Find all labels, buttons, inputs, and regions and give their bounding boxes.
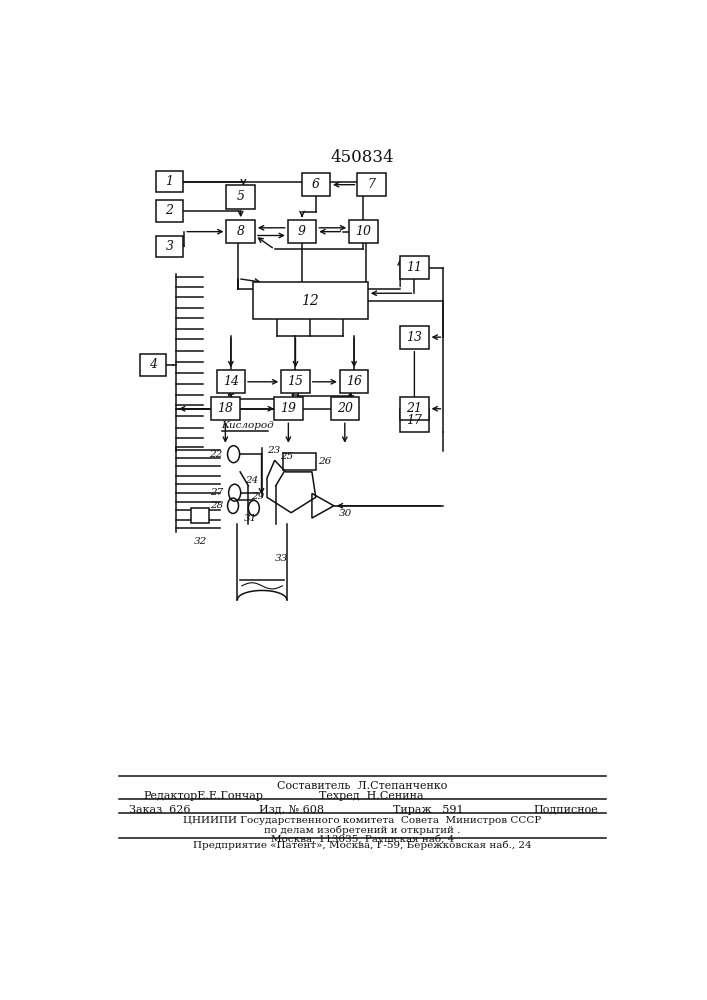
Bar: [216, 370, 245, 393]
Text: 33: 33: [275, 554, 288, 563]
Text: 14: 14: [223, 375, 239, 388]
Text: 9: 9: [298, 225, 306, 238]
Text: 1: 1: [165, 175, 173, 188]
Bar: [156, 235, 182, 257]
Text: Кислород: Кислород: [221, 421, 274, 430]
Text: 6: 6: [312, 178, 320, 191]
Bar: [340, 370, 368, 393]
Bar: [156, 200, 182, 222]
Text: 10: 10: [356, 225, 371, 238]
Bar: [281, 370, 310, 393]
Bar: [288, 220, 316, 243]
Text: 16: 16: [346, 375, 362, 388]
Text: 20: 20: [337, 402, 353, 415]
Text: 30: 30: [339, 509, 353, 518]
Bar: [301, 173, 330, 196]
Bar: [400, 409, 428, 432]
Text: РедакторЕ.Е.Гончар: РедакторЕ.Е.Гончар: [144, 791, 263, 801]
Text: 11: 11: [407, 261, 422, 274]
Text: 24: 24: [245, 476, 258, 485]
Bar: [358, 173, 386, 196]
Bar: [400, 397, 428, 420]
Text: 8: 8: [237, 225, 245, 238]
Text: Тираж   591: Тираж 591: [393, 805, 463, 815]
Bar: [192, 508, 209, 523]
Text: 19: 19: [281, 402, 296, 415]
Bar: [349, 220, 378, 243]
Bar: [156, 171, 182, 192]
Text: 22: 22: [209, 450, 223, 459]
Text: 2: 2: [165, 204, 173, 217]
Text: по делам изобретений и открытий .: по делам изобретений и открытий .: [264, 825, 460, 835]
Bar: [226, 220, 255, 243]
Text: 7: 7: [368, 178, 375, 191]
Text: Подписное: Подписное: [533, 805, 598, 815]
Text: Техред  Н.Сенина: Техред Н.Сенина: [319, 791, 423, 801]
Text: 450834: 450834: [331, 149, 394, 166]
Text: 25: 25: [280, 452, 293, 461]
Text: Заказ  626: Заказ 626: [129, 805, 191, 815]
Text: 29: 29: [251, 492, 264, 501]
Bar: [400, 326, 428, 349]
Bar: [400, 256, 428, 279]
Text: 5: 5: [237, 190, 245, 204]
Text: Предприятие «Патент», Москва, Г-59, Бережковская наб., 24: Предприятие «Патент», Москва, Г-59, Бере…: [193, 841, 532, 850]
Text: 3: 3: [165, 240, 173, 253]
Bar: [274, 397, 303, 420]
Text: 17: 17: [407, 414, 422, 427]
Text: 15: 15: [288, 375, 303, 388]
Text: 32: 32: [194, 537, 206, 546]
Text: 12: 12: [301, 294, 319, 308]
Bar: [283, 453, 316, 470]
Text: 18: 18: [217, 402, 233, 415]
Bar: [140, 354, 166, 376]
Text: Изд. № 608: Изд. № 608: [259, 805, 324, 815]
Text: 31: 31: [244, 514, 257, 523]
Text: 13: 13: [407, 331, 422, 344]
Text: Москва, 113035, Раушская наб, 4: Москва, 113035, Раушская наб, 4: [271, 835, 454, 844]
Text: 26: 26: [319, 457, 332, 466]
Text: ЦНИИПИ Государственного комитета  Совета  Министров СССР: ЦНИИПИ Государственного комитета Совета …: [183, 816, 542, 825]
Text: 28: 28: [210, 501, 223, 510]
Bar: [211, 397, 240, 420]
Text: Составитель  Л.Степанченко: Составитель Л.Степанченко: [277, 781, 448, 791]
Text: 21: 21: [407, 402, 422, 415]
Text: 23: 23: [267, 446, 280, 455]
Bar: [331, 397, 359, 420]
Text: 4: 4: [149, 358, 157, 371]
Bar: [253, 282, 368, 319]
Text: 27: 27: [211, 488, 223, 497]
Bar: [226, 185, 255, 209]
